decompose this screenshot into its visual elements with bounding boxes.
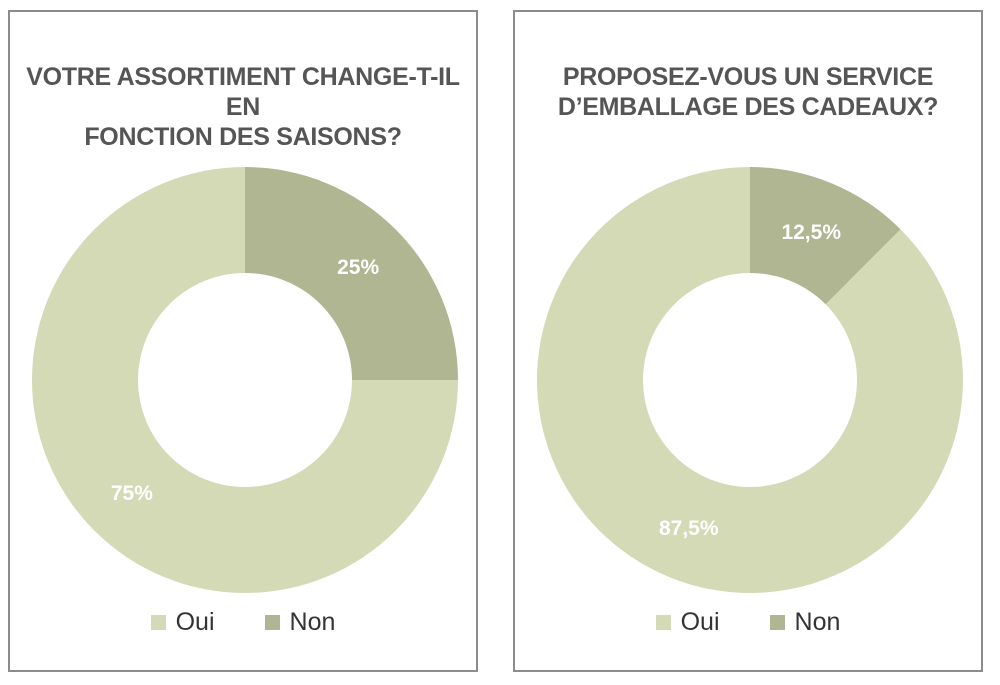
legend-label-non: Non — [289, 607, 336, 636]
chart-title-line-1: VOTRE ASSORTIMENT CHANGE-T-IL EN — [26, 63, 460, 121]
legend-item-non: Non — [264, 607, 336, 637]
slice-label-non: 25% — [337, 256, 379, 279]
chart-legend: Oui Non — [10, 607, 476, 637]
slice-label-non: 12,5% — [781, 221, 841, 244]
chart-title-line-2: D’EMBALLAGE DES CADEAUX? — [557, 93, 939, 121]
legend-label-oui: Oui — [175, 607, 215, 636]
slice-non — [750, 167, 901, 305]
chart-title: PROPOSEZ-VOUS UN SERVICE D’EMBALLAGE DES… — [515, 62, 981, 122]
donut-chart: 25% 75% — [32, 167, 458, 593]
chart-title-line-2: FONCTION DES SAISONS? — [84, 123, 402, 151]
chart-title-line-1: PROPOSEZ-VOUS UN SERVICE — [562, 63, 934, 91]
legend-swatch-non — [769, 614, 785, 630]
legend-swatch-non — [264, 614, 280, 630]
legend-item-non: Non — [769, 607, 841, 637]
chart-panel-gift-wrap: PROPOSEZ-VOUS UN SERVICE D’EMBALLAGE DES… — [513, 10, 983, 672]
legend-label-oui: Oui — [680, 607, 720, 636]
legend-item-oui: Oui — [150, 607, 215, 637]
chart-legend: Oui Non — [515, 607, 981, 637]
legend-item-oui: Oui — [655, 607, 720, 637]
legend-label-non: Non — [794, 607, 841, 636]
legend-swatch-oui — [655, 614, 671, 630]
donut-chart: 12,5% 87,5% — [537, 167, 963, 593]
slice-oui — [32, 167, 458, 593]
chart-panel-seasons: VOTRE ASSORTIMENT CHANGE-T-IL EN FONCTIO… — [8, 10, 478, 672]
slice-label-oui: 87,5% — [659, 517, 719, 540]
slice-non — [245, 167, 458, 380]
slice-label-oui: 75% — [111, 482, 153, 505]
chart-title: VOTRE ASSORTIMENT CHANGE-T-IL EN FONCTIO… — [10, 62, 476, 152]
legend-swatch-oui — [150, 614, 166, 630]
slice-oui — [537, 167, 963, 593]
